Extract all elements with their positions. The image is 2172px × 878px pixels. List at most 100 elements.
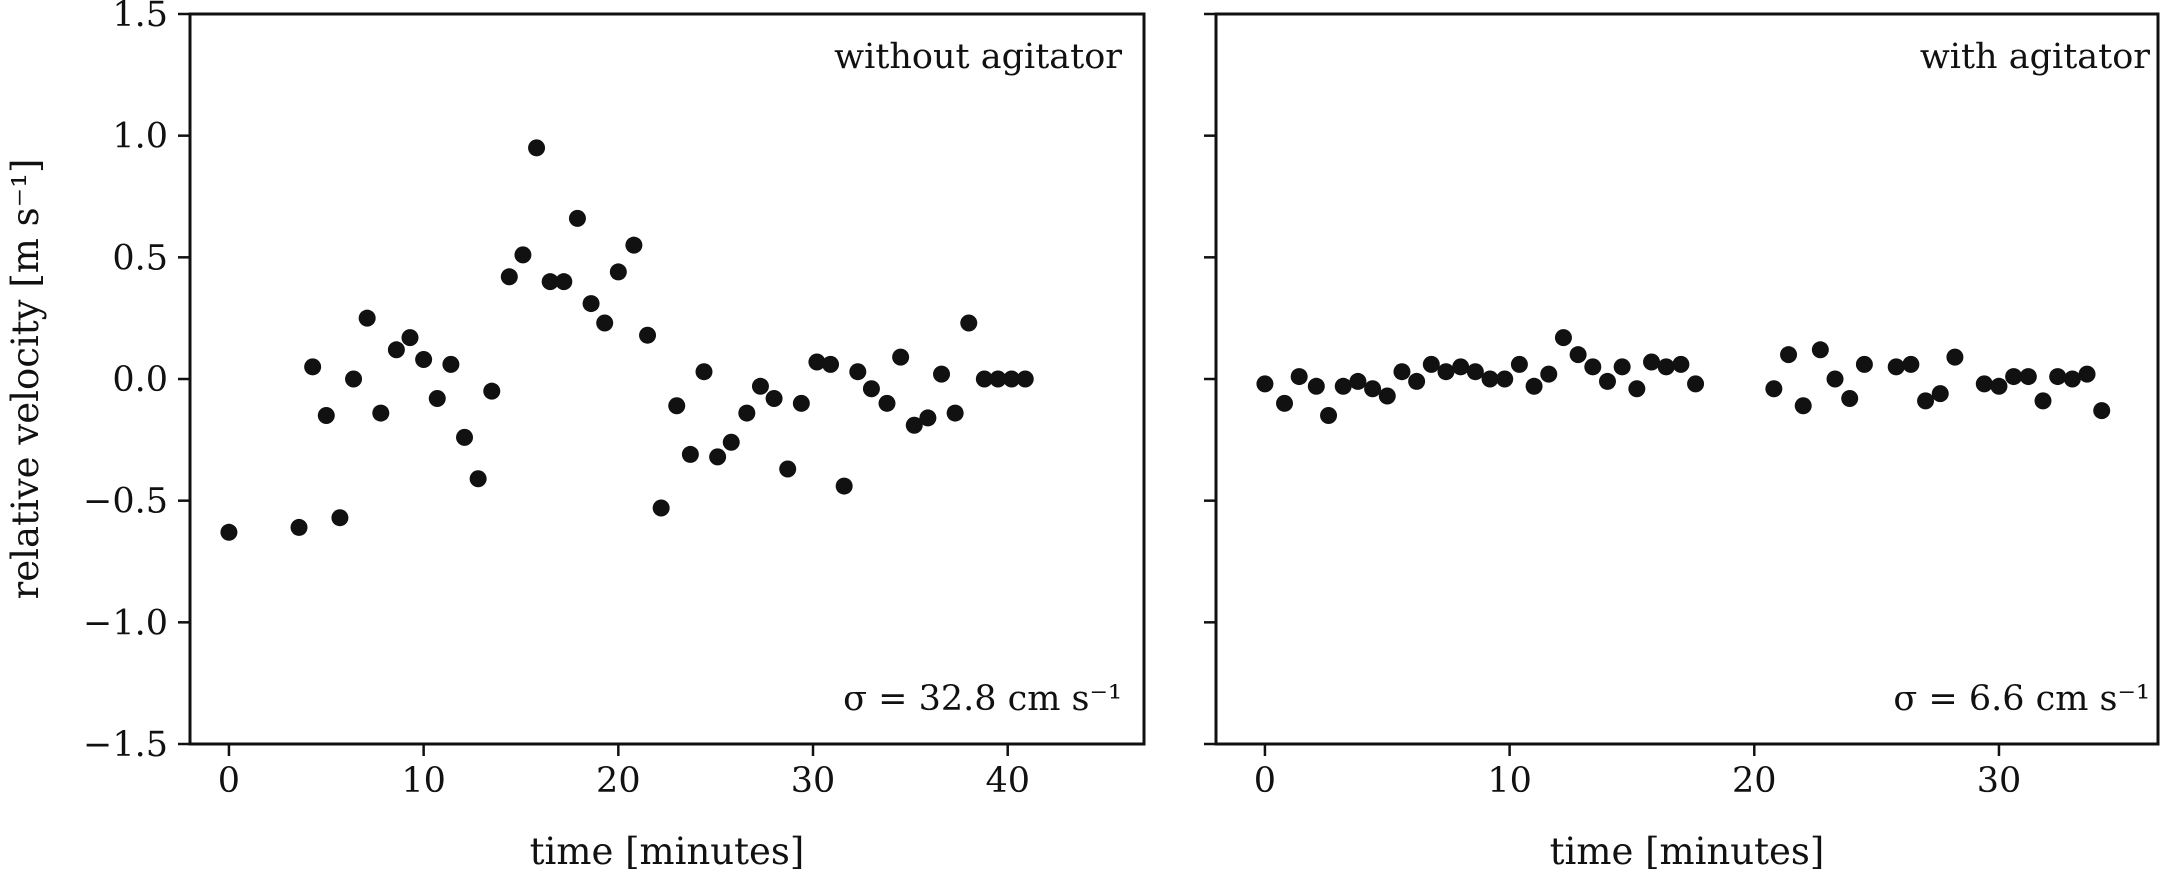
data-point bbox=[1452, 358, 1470, 376]
data-point bbox=[1643, 353, 1661, 371]
data-point bbox=[681, 445, 699, 463]
data-point bbox=[1496, 370, 1514, 388]
x-tick-label: 10 bbox=[401, 761, 446, 801]
data-point bbox=[1780, 346, 1798, 364]
tick-group-left: 0 10 20 30 40 −1.5 −1.0 −0.5 0.0 0.5 1.0 1.5 bbox=[83, 0, 1030, 801]
x-tick-label: 20 bbox=[596, 761, 641, 801]
annotation-bottom-right: σ = 6.6 cm s⁻¹ bbox=[1893, 679, 2150, 719]
panel-right: 0 10 20 30 with agitator σ = 6.6 cm s⁻¹ tim… bbox=[1204, 12, 2160, 873]
data-point bbox=[1598, 372, 1616, 390]
data-point bbox=[1016, 370, 1034, 388]
data-point bbox=[1765, 380, 1783, 398]
data-point bbox=[1628, 380, 1646, 398]
data-point bbox=[960, 314, 978, 332]
data-point bbox=[1437, 363, 1455, 381]
data-point bbox=[469, 470, 487, 488]
annotation-top-left: without agitator bbox=[834, 37, 1122, 77]
data-point bbox=[1349, 372, 1367, 390]
data-point bbox=[2034, 392, 2052, 410]
data-point bbox=[792, 394, 810, 412]
data-point bbox=[862, 380, 880, 398]
data-point bbox=[387, 341, 405, 359]
data-point bbox=[709, 448, 727, 466]
data-point bbox=[989, 370, 1007, 388]
data-point bbox=[738, 404, 756, 422]
x-axis-label-left: time [minutes] bbox=[530, 830, 805, 873]
data-point bbox=[1902, 355, 1920, 373]
data-point bbox=[849, 363, 867, 381]
data-point bbox=[456, 428, 474, 446]
data-point bbox=[933, 365, 951, 383]
data-point bbox=[582, 295, 600, 313]
data-point bbox=[1554, 329, 1572, 347]
data-point bbox=[1422, 355, 1440, 373]
data-point bbox=[442, 355, 460, 373]
data-point bbox=[1408, 372, 1426, 390]
data-point bbox=[401, 329, 419, 347]
data-point bbox=[1990, 377, 2008, 395]
data-point bbox=[1540, 365, 1558, 383]
data-point bbox=[1826, 370, 1844, 388]
x-tick-label: 30 bbox=[1977, 761, 2022, 801]
panel-left: 0 10 20 30 40 −1.5 −1.0 −0.5 0.0 0.5 1.0 1.5 withou… bbox=[4, 0, 1146, 873]
data-point bbox=[919, 409, 937, 427]
data-point bbox=[1917, 392, 1935, 410]
data-point bbox=[822, 355, 840, 373]
data-point bbox=[500, 268, 518, 286]
y-tick-label: 0.0 bbox=[112, 360, 168, 400]
data-point bbox=[1841, 389, 1859, 407]
data-point bbox=[345, 370, 363, 388]
data-point bbox=[1276, 394, 1294, 412]
data-point bbox=[514, 246, 532, 264]
data-point bbox=[1320, 407, 1338, 424]
data-point bbox=[220, 523, 238, 541]
data-point bbox=[1584, 358, 1602, 376]
data-point bbox=[372, 404, 390, 422]
data-point bbox=[808, 353, 826, 371]
data-point bbox=[1256, 375, 1274, 393]
x-tick-label: 10 bbox=[1487, 761, 1532, 801]
annotation-top-right: with agitator bbox=[1920, 37, 2150, 77]
data-point bbox=[541, 273, 559, 291]
data-point bbox=[722, 433, 740, 451]
data-point bbox=[652, 499, 670, 517]
data-point bbox=[1946, 348, 1964, 366]
tick-group-right: 0 10 20 30 bbox=[1204, 12, 2022, 801]
data-point bbox=[1794, 397, 1812, 415]
data-point bbox=[625, 236, 643, 254]
data-point bbox=[1975, 375, 1993, 393]
data-point bbox=[555, 273, 573, 291]
data-point bbox=[2063, 370, 2081, 388]
data-point bbox=[639, 326, 657, 344]
data-point bbox=[2093, 402, 2111, 420]
data-point bbox=[892, 348, 910, 366]
x-tick-label: 0 bbox=[218, 761, 240, 801]
data-point bbox=[1307, 377, 1325, 395]
data-point bbox=[1393, 363, 1411, 381]
points-right bbox=[1256, 329, 2111, 424]
data-point bbox=[1569, 346, 1587, 364]
data-point bbox=[946, 404, 964, 422]
x-axis-label-right: time [minutes] bbox=[1550, 830, 1825, 873]
data-point bbox=[765, 389, 783, 407]
y-tick-label: 0.5 bbox=[112, 238, 168, 278]
data-point bbox=[878, 394, 896, 412]
data-point bbox=[415, 351, 433, 369]
data-point bbox=[304, 358, 322, 376]
y-axis-label: relative velocity [m s⁻¹] bbox=[4, 159, 47, 600]
data-point bbox=[1855, 355, 1873, 373]
y-tick-label: −0.5 bbox=[83, 482, 168, 522]
data-point bbox=[835, 477, 853, 495]
data-point bbox=[358, 309, 376, 327]
x-tick-label: 30 bbox=[791, 761, 836, 801]
data-point bbox=[1931, 385, 1949, 403]
data-point bbox=[1887, 358, 1905, 376]
points-left bbox=[220, 139, 1034, 541]
data-point bbox=[1481, 370, 1499, 388]
data-point bbox=[1811, 341, 1829, 359]
data-point bbox=[609, 263, 627, 281]
data-point bbox=[568, 209, 586, 227]
data-point bbox=[751, 377, 769, 395]
data-point bbox=[668, 397, 686, 415]
